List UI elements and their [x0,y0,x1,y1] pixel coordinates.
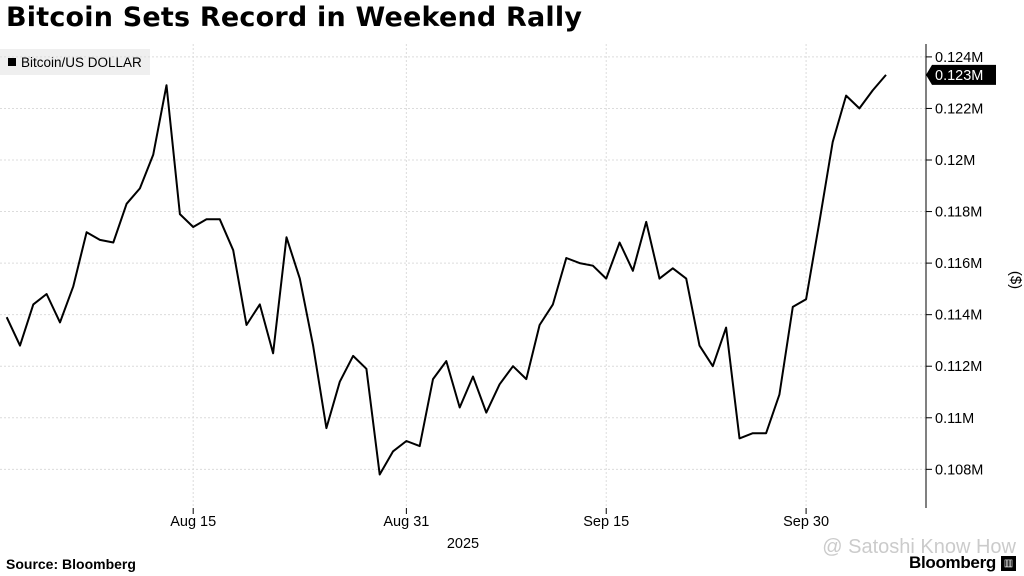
watermark: @ Satoshi Know How [822,536,1016,558]
legend-entry: Bitcoin/US DOLLAR [21,54,142,70]
y-tick-label: 0.11M [935,411,974,427]
last-value-label: 0.123M [935,68,983,84]
x-tick-label: Sep 15 [583,514,629,530]
price-series-line [5,74,887,476]
bloomberg-terminal-icon: ▥ [1001,556,1016,571]
bloomberg-logo: Bloomberg [908,553,996,572]
y-tick-label: 0.114M [935,308,982,324]
chart-legend: Bitcoin/US DOLLAR [0,49,150,75]
y-tick-label: 0.108M [935,462,983,478]
chart-title: Bitcoin Sets Record in Weekend Rally [6,2,583,33]
x-tick-label: Aug 31 [383,514,429,530]
y-axis-title: ($) [1007,271,1024,289]
x-tick-label: Aug 15 [170,514,216,530]
x-tick-label: Sep 30 [783,514,829,530]
legend-swatch [8,58,16,66]
y-tick-label: 0.112M [935,359,982,375]
y-tick-label: 0.124M [935,50,983,66]
y-tick-label: 0.122M [935,101,983,117]
y-tick-label: 0.12M [935,153,975,169]
y-tick-label: 0.118M [935,205,982,221]
x-year-label: 2025 [447,536,479,552]
source-note: Source: Bloomberg [6,556,136,572]
y-tick-label: 0.116M [935,256,982,272]
last-value-badge [926,64,996,85]
